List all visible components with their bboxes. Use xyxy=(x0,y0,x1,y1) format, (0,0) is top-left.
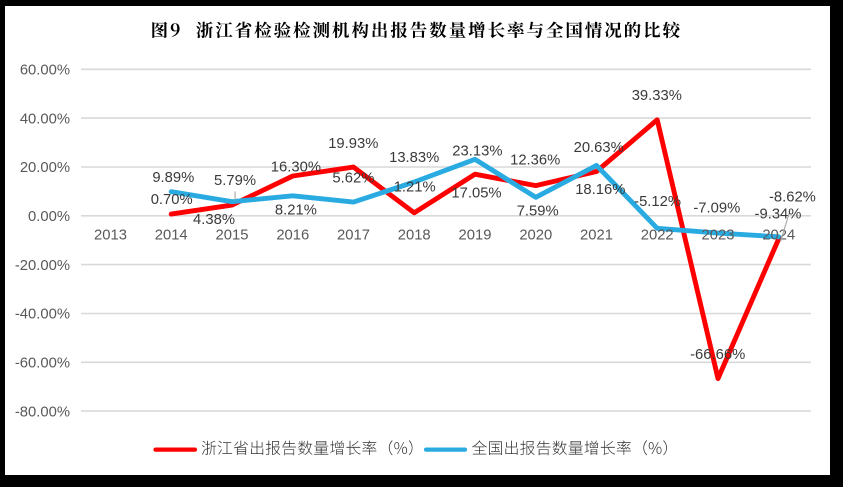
svg-text:2013: 2013 xyxy=(94,227,127,243)
svg-text:2014: 2014 xyxy=(155,227,188,243)
svg-text:2016: 2016 xyxy=(276,227,309,243)
svg-text:40.00%: 40.00% xyxy=(20,111,70,127)
svg-text:2024: 2024 xyxy=(762,227,795,243)
svg-text:2018: 2018 xyxy=(398,227,431,243)
svg-text:17.05%: 17.05% xyxy=(451,185,501,201)
svg-text:12.36%: 12.36% xyxy=(510,153,560,169)
svg-text:20.00%: 20.00% xyxy=(20,160,70,176)
svg-text:0.00%: 0.00% xyxy=(28,209,70,225)
svg-text:-40.00%: -40.00% xyxy=(15,307,70,323)
svg-text:2015: 2015 xyxy=(216,227,249,243)
svg-text:8.21%: 8.21% xyxy=(275,203,317,219)
svg-text:-8.62%: -8.62% xyxy=(769,189,816,205)
svg-text:2017: 2017 xyxy=(337,227,370,243)
svg-text:-60.00%: -60.00% xyxy=(15,356,70,372)
svg-text:1.21%: 1.21% xyxy=(394,180,436,196)
svg-text:0.70%: 0.70% xyxy=(151,192,193,208)
svg-text:2021: 2021 xyxy=(580,227,613,243)
svg-text:13.83%: 13.83% xyxy=(389,150,439,166)
svg-text:7.59%: 7.59% xyxy=(517,204,559,220)
svg-text:2020: 2020 xyxy=(519,227,552,243)
svg-text:39.33%: 39.33% xyxy=(632,88,682,104)
svg-text:5.79%: 5.79% xyxy=(214,173,256,189)
svg-text:16.30%: 16.30% xyxy=(271,159,321,175)
svg-text:-7.09%: -7.09% xyxy=(693,200,740,216)
svg-text:23.13%: 23.13% xyxy=(452,144,502,160)
svg-text:18.16%: 18.16% xyxy=(575,182,625,198)
svg-text:-66.66%: -66.66% xyxy=(690,347,745,363)
svg-text:-9.34%: -9.34% xyxy=(755,207,802,223)
svg-text:2022: 2022 xyxy=(641,227,674,243)
svg-text:4.38%: 4.38% xyxy=(193,212,235,228)
svg-text:60.00%: 60.00% xyxy=(20,63,70,79)
svg-text:19.93%: 19.93% xyxy=(328,136,378,152)
svg-text:5.62%: 5.62% xyxy=(332,171,374,187)
svg-text:2023: 2023 xyxy=(702,227,735,243)
svg-text:20.63%: 20.63% xyxy=(574,140,624,156)
svg-text:2019: 2019 xyxy=(459,227,492,243)
svg-text:-80.00%: -80.00% xyxy=(15,404,70,420)
svg-text:-20.00%: -20.00% xyxy=(15,258,70,274)
svg-text:-5.12%: -5.12% xyxy=(634,194,681,210)
svg-text:9.89%: 9.89% xyxy=(152,170,194,186)
